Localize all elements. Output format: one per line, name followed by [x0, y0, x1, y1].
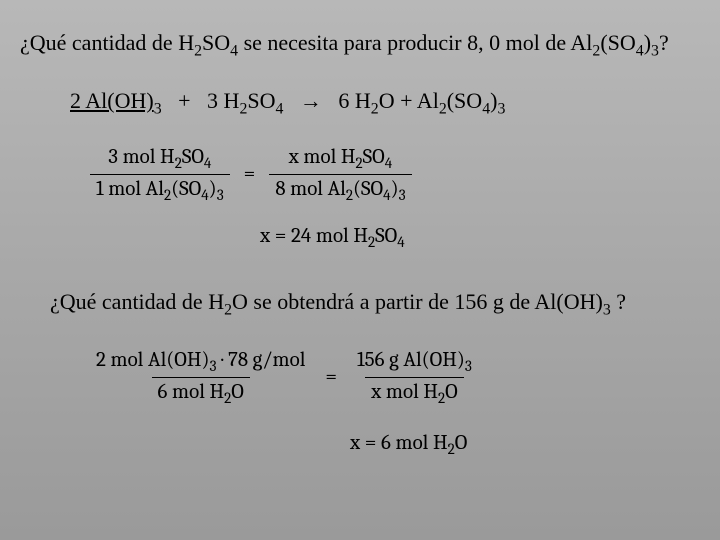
reactant-1: 2 Al(OH)3 [70, 88, 162, 113]
eq-text: + 3 H [162, 88, 240, 113]
denominator: 1 mol Al2(SO4)3 [90, 174, 230, 206]
denominator: x mol H2O [365, 377, 464, 409]
numerator: 156 g Al(OH)3 [351, 346, 478, 377]
q1-text: ? [659, 30, 669, 55]
proportion-1: 3 mol H2SO4 1 mol Al2(SO4)3 = x mol H2SO… [90, 143, 700, 206]
q1-text: ¿Qué cantidad de H [20, 30, 194, 55]
q1-text: (SO [600, 30, 635, 55]
fraction-left: 2 mol Al(OH)3 · 78 g/mol 6 mol H2O [90, 346, 311, 409]
q1-text: se necesita para producir 8, 0 mol de Al [238, 30, 592, 55]
equals-sign: = [325, 365, 337, 389]
q1-sub: 3 [651, 42, 659, 59]
numerator: 3 mol H2SO4 [102, 143, 217, 174]
numerator: x mol H2SO4 [283, 143, 399, 174]
q1-text: ) [644, 30, 651, 55]
fraction-left: 3 mol H2SO4 1 mol Al2(SO4)3 [90, 143, 230, 206]
fraction-right: 156 g Al(OH)3 x mol H2O [351, 346, 478, 409]
q1-text: SO [202, 30, 230, 55]
fraction-right: x mol H2SO4 8 mol Al2(SO4)3 [269, 143, 411, 206]
question-1: ¿Qué cantidad de H2SO4 se necesita para … [20, 30, 700, 60]
result-2: x = 6 mol H2O [350, 431, 700, 458]
result-1: x = 24 mol H2SO4 [260, 224, 700, 251]
denominator: 6 mol H2O [152, 377, 250, 409]
equals-sign: = [244, 162, 256, 186]
numerator: 2 mol Al(OH)3 · 78 g/mol [90, 346, 311, 377]
question-2: ¿Qué cantidad de H2O se obtendrá a parti… [50, 289, 700, 319]
q1-sub: 4 [636, 42, 644, 59]
q1-sub: 2 [194, 42, 202, 59]
q1-sub: 4 [230, 42, 238, 59]
balanced-equation: 2 Al(OH)3 + 3 H2SO4 → 6 H2O + Al2(SO4)3 [70, 88, 700, 118]
proportion-2: 2 mol Al(OH)3 · 78 g/mol 6 mol H2O = 156… [90, 346, 700, 409]
denominator: 8 mol Al2(SO4)3 [269, 174, 411, 206]
